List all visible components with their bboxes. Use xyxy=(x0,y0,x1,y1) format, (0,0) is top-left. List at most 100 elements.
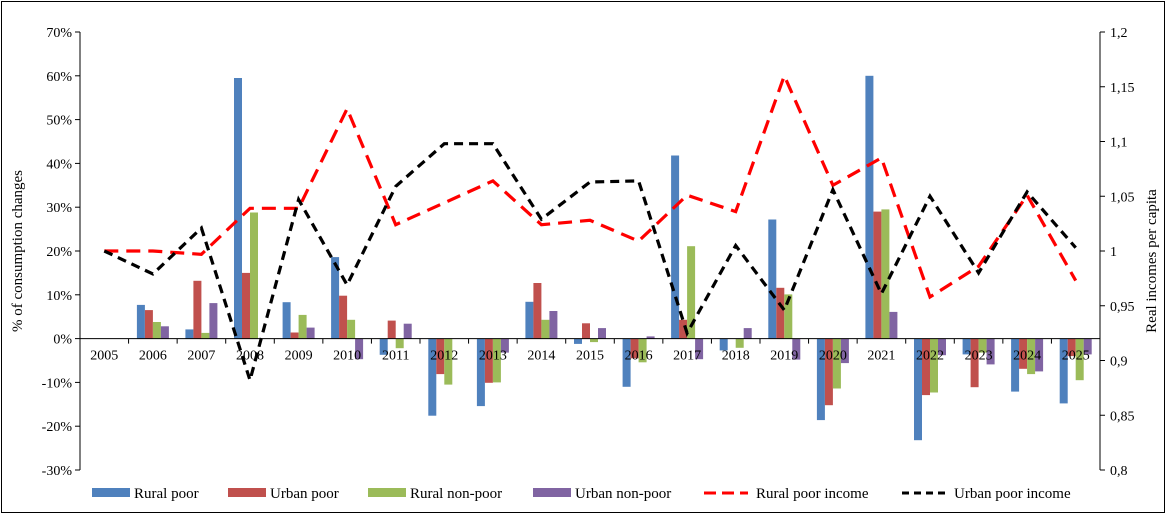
right-tick-label: 1,1 xyxy=(1110,136,1128,151)
category-labels: 2005 2006 2007 2008 2009 2010 2011 2012 2013 2014… xyxy=(90,349,1089,364)
bar xyxy=(549,311,558,339)
category-label: 2021 xyxy=(867,349,895,364)
bar xyxy=(403,323,412,339)
bar xyxy=(444,338,453,385)
bar xyxy=(671,155,680,339)
left-tick-label: 30% xyxy=(46,201,72,216)
left-tick-label: 20% xyxy=(46,245,72,260)
right-tick-label: 0,95 xyxy=(1110,300,1135,315)
bar xyxy=(840,338,849,364)
bar xyxy=(339,295,348,339)
bar xyxy=(428,338,437,416)
right-tick-label: 0,85 xyxy=(1110,409,1135,424)
bar xyxy=(865,75,874,339)
bar xyxy=(1011,338,1020,392)
bar xyxy=(598,328,606,339)
bar xyxy=(1059,338,1068,404)
series-line xyxy=(104,71,1078,300)
bar xyxy=(646,336,655,339)
category-label: 2012 xyxy=(430,349,458,364)
bar xyxy=(193,280,202,339)
legend-swatch xyxy=(533,488,571,497)
left-tick-label: 40% xyxy=(46,157,72,172)
bar xyxy=(881,209,890,339)
bar xyxy=(630,338,639,359)
bar xyxy=(816,338,825,421)
bar xyxy=(914,338,922,441)
bar xyxy=(476,338,485,407)
category-label: 2005 xyxy=(90,349,118,364)
category-label: 2019 xyxy=(770,349,798,364)
bar xyxy=(484,338,493,383)
lines-layer xyxy=(103,71,1078,386)
bar xyxy=(298,314,307,339)
left-axis-title: % of consumption changes xyxy=(10,170,26,332)
right-axis-title: Real incomes per capita xyxy=(1144,189,1160,333)
bar xyxy=(784,294,793,339)
right-tick-label: 1,05 xyxy=(1110,190,1135,205)
bar xyxy=(768,219,777,339)
bar xyxy=(873,211,882,339)
legend-label: Rural non-poor xyxy=(410,486,502,502)
left-tick-label: 10% xyxy=(46,289,72,304)
category-label: 2020 xyxy=(819,349,847,364)
right-tick-label: 0,8 xyxy=(1110,464,1128,479)
legend-label: Urban poor income xyxy=(954,486,1071,502)
bar xyxy=(160,326,169,339)
bar xyxy=(209,303,218,339)
bar xyxy=(331,257,340,339)
category-label: 2009 xyxy=(285,349,313,364)
category-label: 2011 xyxy=(382,349,409,364)
bar xyxy=(889,311,898,339)
bar xyxy=(387,320,396,339)
bar xyxy=(922,338,930,396)
category-label: 2017 xyxy=(673,349,701,364)
bar xyxy=(622,338,631,387)
bar xyxy=(436,338,445,375)
category-label: 2025 xyxy=(1062,349,1090,364)
bar xyxy=(986,338,995,365)
bar xyxy=(250,212,258,339)
bar xyxy=(201,332,210,339)
right-tick-label: 1,2 xyxy=(1110,26,1128,41)
legend-label: Rural poor income xyxy=(756,486,869,502)
bar xyxy=(290,332,299,339)
bar xyxy=(136,304,145,339)
bar xyxy=(679,319,688,339)
category-label: 2018 xyxy=(722,349,750,364)
bar xyxy=(776,287,785,339)
right-tick-label: 0,9 xyxy=(1110,355,1128,370)
bar xyxy=(282,302,291,339)
bar xyxy=(930,338,938,393)
bar xyxy=(695,338,704,360)
left-tick-label: 60% xyxy=(46,70,72,85)
bar xyxy=(638,338,647,363)
bar xyxy=(500,338,509,353)
bar xyxy=(582,323,590,339)
bar xyxy=(970,338,979,388)
bar xyxy=(719,338,728,351)
left-tick-label: -30% xyxy=(42,464,73,479)
bar xyxy=(938,338,946,356)
bar xyxy=(1035,338,1044,372)
bar xyxy=(152,322,161,339)
right-tick-label: 1,15 xyxy=(1110,81,1135,96)
category-label: 2006 xyxy=(139,349,167,364)
bar xyxy=(687,246,696,339)
bar xyxy=(735,338,744,348)
bar xyxy=(525,301,534,339)
bar xyxy=(355,338,364,360)
bar xyxy=(1019,338,1028,369)
category-label: 2008 xyxy=(236,349,264,364)
bar xyxy=(792,338,801,360)
left-tick-label: -20% xyxy=(42,420,73,435)
axes-layer: -30% -20% -10% 0% 10% 20% 30% 40% 50% 60% 70% 0,8 0,… xyxy=(42,26,1135,479)
category-label: 2015 xyxy=(576,349,604,364)
bar xyxy=(962,338,971,355)
category-label: 2023 xyxy=(965,349,993,364)
bar xyxy=(242,272,250,339)
bar xyxy=(347,319,356,339)
category-label: 2024 xyxy=(1013,349,1041,364)
legend-swatch xyxy=(368,488,406,497)
